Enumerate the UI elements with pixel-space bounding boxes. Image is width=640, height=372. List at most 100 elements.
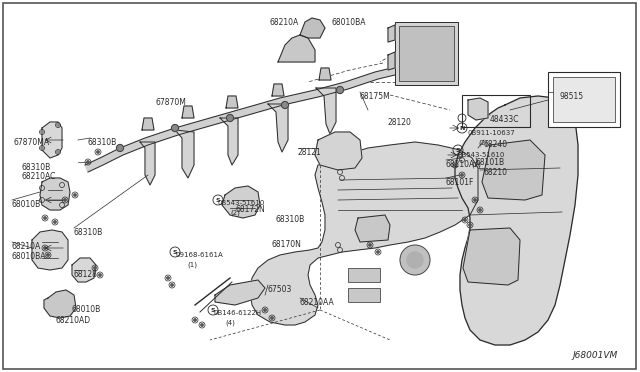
Polygon shape <box>319 68 331 80</box>
Polygon shape <box>463 228 520 285</box>
Polygon shape <box>300 18 325 38</box>
Bar <box>462 95 530 127</box>
Text: 68128: 68128 <box>73 270 97 279</box>
Text: 98515: 98515 <box>560 92 584 101</box>
Polygon shape <box>355 215 390 242</box>
Polygon shape <box>220 118 238 165</box>
Text: 68210AA: 68210AA <box>300 298 335 307</box>
Circle shape <box>41 131 44 133</box>
Circle shape <box>74 194 76 196</box>
Circle shape <box>468 224 471 226</box>
Text: 0B146-6122H: 0B146-6122H <box>213 310 261 316</box>
Text: 68210AA: 68210AA <box>446 160 481 169</box>
Circle shape <box>87 161 89 163</box>
Circle shape <box>54 221 56 223</box>
Circle shape <box>227 115 234 122</box>
Text: S: S <box>211 308 215 312</box>
Circle shape <box>94 267 96 269</box>
Text: (2): (2) <box>230 210 240 217</box>
Polygon shape <box>175 130 194 178</box>
Circle shape <box>171 284 173 286</box>
Circle shape <box>99 274 101 276</box>
Circle shape <box>47 254 49 256</box>
Circle shape <box>64 199 66 201</box>
Text: S: S <box>456 148 460 153</box>
Polygon shape <box>226 96 238 108</box>
Text: S: S <box>216 198 220 202</box>
Circle shape <box>116 144 124 151</box>
Circle shape <box>44 217 46 219</box>
Text: (4): (4) <box>225 320 235 327</box>
Circle shape <box>44 247 46 249</box>
Circle shape <box>400 245 430 275</box>
Text: 68101B: 68101B <box>476 158 505 167</box>
Polygon shape <box>468 98 488 120</box>
Circle shape <box>461 174 463 176</box>
Circle shape <box>337 87 344 93</box>
Text: 68210AC: 68210AC <box>21 172 56 181</box>
Circle shape <box>407 252 423 268</box>
Circle shape <box>97 151 99 153</box>
Text: S: S <box>173 250 177 254</box>
Polygon shape <box>40 178 70 210</box>
Polygon shape <box>44 290 76 318</box>
Bar <box>348 268 380 282</box>
Circle shape <box>167 277 169 279</box>
Polygon shape <box>278 35 315 62</box>
Text: 68172N: 68172N <box>235 205 265 214</box>
Text: 68170N: 68170N <box>272 240 302 249</box>
Circle shape <box>41 147 44 149</box>
Polygon shape <box>142 118 154 130</box>
Polygon shape <box>85 66 403 172</box>
Circle shape <box>264 309 266 311</box>
Text: 0B543-51610: 0B543-51610 <box>218 200 266 206</box>
Text: 68310B: 68310B <box>88 138 117 147</box>
Text: 68310B: 68310B <box>21 163 51 172</box>
Polygon shape <box>315 132 362 170</box>
Text: 28121: 28121 <box>298 148 322 157</box>
Circle shape <box>201 324 204 326</box>
Polygon shape <box>72 258 96 282</box>
Polygon shape <box>388 52 395 70</box>
Text: 68175M: 68175M <box>360 92 391 101</box>
Polygon shape <box>250 142 478 325</box>
Text: 67870M: 67870M <box>155 98 186 107</box>
Circle shape <box>271 317 273 319</box>
Bar <box>395 22 458 85</box>
Text: (1): (1) <box>187 262 197 269</box>
Polygon shape <box>182 106 194 118</box>
Polygon shape <box>316 88 336 134</box>
Circle shape <box>464 219 466 221</box>
Text: N: N <box>460 125 465 131</box>
Circle shape <box>474 199 476 201</box>
Circle shape <box>282 102 289 109</box>
Polygon shape <box>42 122 62 158</box>
Polygon shape <box>215 280 265 305</box>
Text: 28120: 28120 <box>388 118 412 127</box>
Text: 09168-6161A: 09168-6161A <box>175 252 223 258</box>
Circle shape <box>194 319 196 321</box>
Text: 68310B: 68310B <box>275 215 304 224</box>
Text: 68240: 68240 <box>484 140 508 149</box>
Text: 68010BA: 68010BA <box>332 18 367 27</box>
Text: 67503: 67503 <box>268 285 292 294</box>
Text: 0B543-51610: 0B543-51610 <box>458 152 506 158</box>
Text: 68010BA: 68010BA <box>12 252 47 261</box>
Polygon shape <box>140 142 155 185</box>
Circle shape <box>377 251 379 253</box>
Circle shape <box>479 209 481 211</box>
Text: 68310B: 68310B <box>73 228 102 237</box>
Text: 68101F: 68101F <box>446 178 474 187</box>
Text: 68010B: 68010B <box>71 305 100 314</box>
Text: 68210AD: 68210AD <box>55 316 90 325</box>
Circle shape <box>172 125 179 131</box>
Polygon shape <box>388 25 395 42</box>
Text: 68210A: 68210A <box>12 242 41 251</box>
Text: (2): (2) <box>478 140 488 147</box>
Text: 0B911-10637: 0B911-10637 <box>467 130 515 136</box>
Polygon shape <box>272 84 284 96</box>
Polygon shape <box>482 140 545 200</box>
Text: (2): (2) <box>471 162 481 169</box>
Text: 67870MA: 67870MA <box>14 138 50 147</box>
Text: 68210: 68210 <box>484 168 508 177</box>
